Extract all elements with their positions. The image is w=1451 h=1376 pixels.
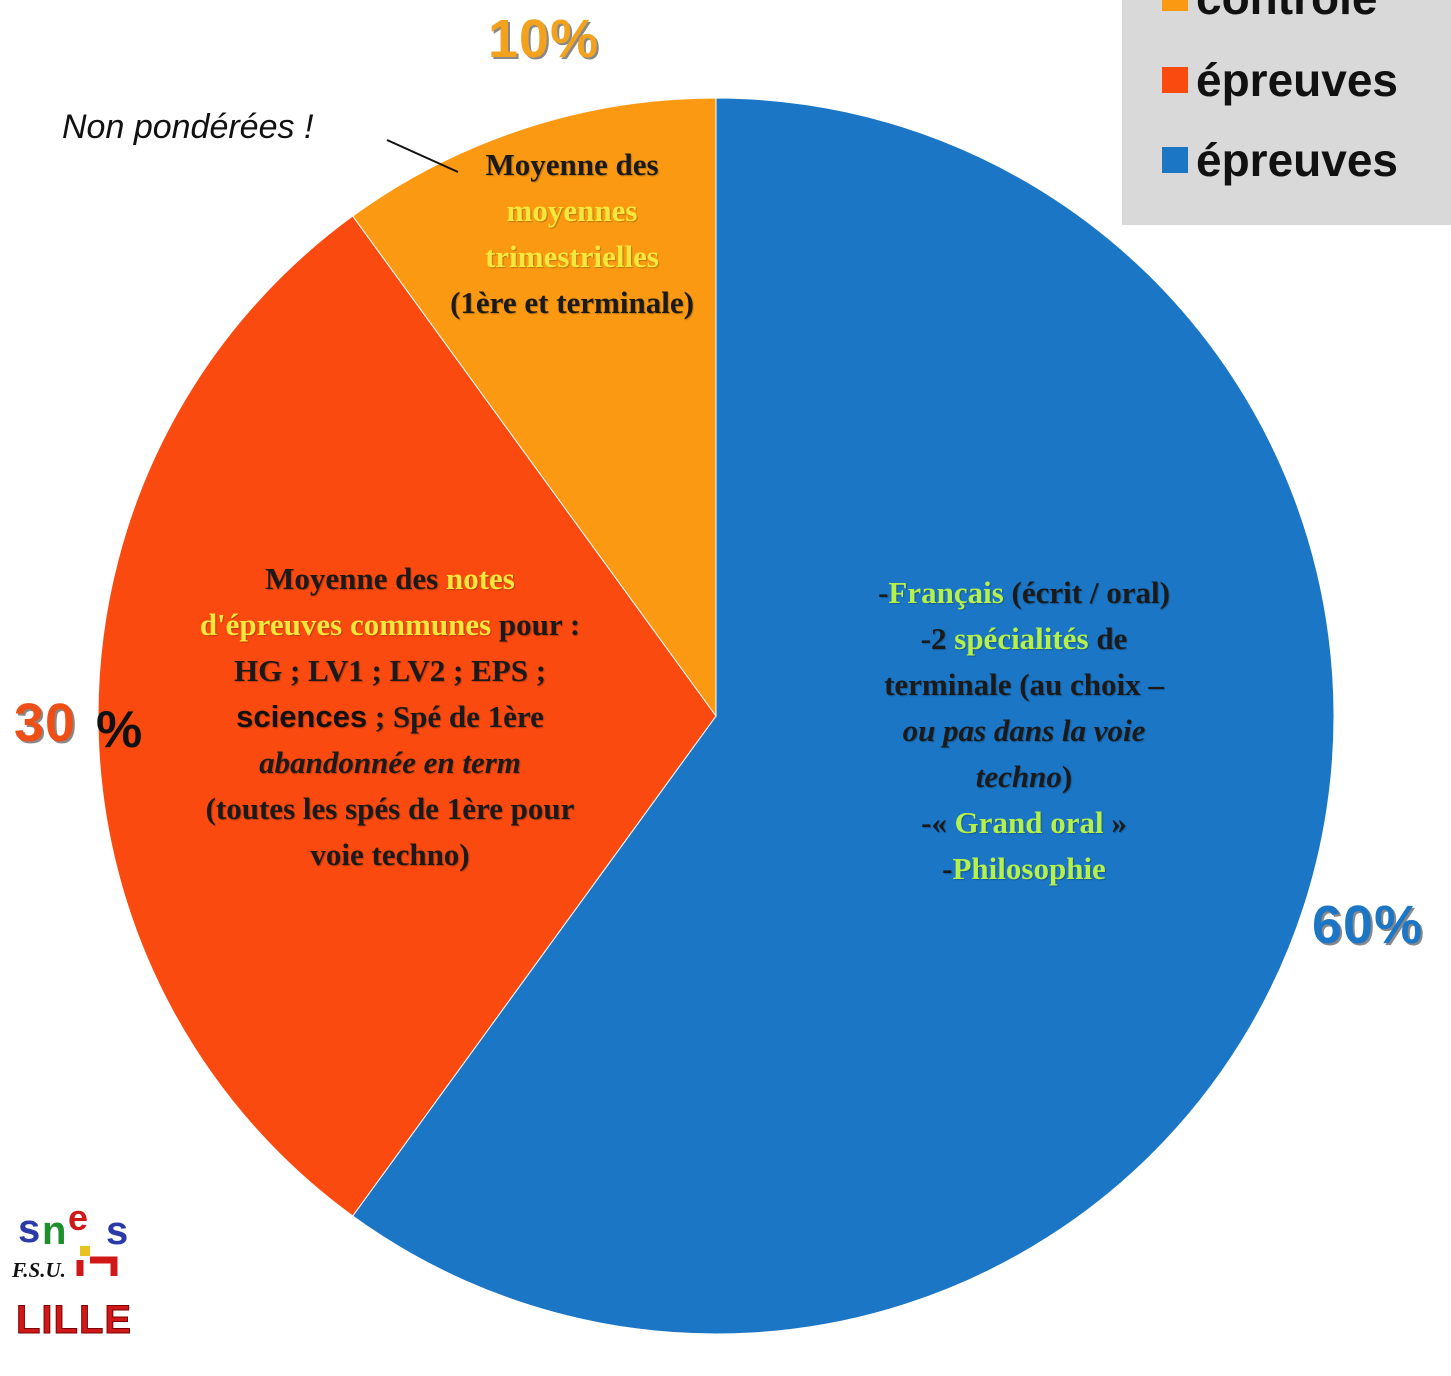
text-highlight: spécialités <box>954 621 1089 656</box>
text-span: Moyenne des <box>265 561 446 596</box>
slice-text-30: Moyenne des notes d'épreuves communes po… <box>140 556 640 878</box>
svg-text:s: s <box>18 1207 40 1251</box>
annotation-non-ponderees: Non pondérées ! <box>62 108 314 146</box>
text-line: -Français (écrit / oral) <box>814 570 1234 616</box>
text-highlight: d'épreuves communes <box>199 607 492 642</box>
pie-slice-30 <box>97 215 717 1217</box>
text-highlight: Grand oral <box>954 805 1104 840</box>
legend-swatch-orange <box>1162 0 1188 11</box>
text-line: -« Grand oral » <box>814 800 1234 846</box>
pct-label-30: 30 <box>14 693 77 753</box>
legend: contrôle épreuves épreuves <box>1122 0 1451 225</box>
text-line: HG ; LV1 ; LV2 ; EPS ; <box>233 653 547 688</box>
text-span: -« <box>921 805 955 840</box>
text-line: abandonnée en term <box>259 745 521 780</box>
text-span: pour : <box>491 607 581 642</box>
text-line: moyennes <box>506 193 638 228</box>
text-span: -2 <box>920 621 955 656</box>
text-highlight: Philosophie <box>952 851 1106 886</box>
text-line: Moyenne des notes <box>140 556 640 602</box>
text-span: ; Spé de 1ère <box>367 699 544 734</box>
legend-item-epreuves-finales: épreuves <box>1162 130 1398 190</box>
text-span: (écrit / oral) <box>1003 575 1170 610</box>
note-leader-line <box>386 139 459 173</box>
legend-swatch-blue <box>1162 147 1188 173</box>
text-line: voie techno) <box>310 837 470 872</box>
pct-label-60: 60% <box>1312 894 1423 956</box>
text-span: ) <box>1061 759 1073 794</box>
text-line: -2 spécialités de <box>814 616 1234 662</box>
text-line: (toutes les spés de 1ère pour <box>205 791 575 826</box>
snes-logo-mark: s n e s <box>18 1202 128 1276</box>
slice-text-60: -Français (écrit / oral) -2 spécialités … <box>814 570 1234 892</box>
snes-fsu-lille-logo: s n e s F.S.U. LILLE <box>0 1196 160 1368</box>
text-line: terminale (au choix – <box>884 667 1164 702</box>
text-span: - <box>878 575 889 610</box>
text-line: (1ère et terminale) <box>450 285 694 320</box>
legend-label: épreuves <box>1196 134 1399 186</box>
text-highlight: notes <box>445 561 515 596</box>
legend-label: contrôle <box>1196 0 1377 25</box>
text-line: ou pas dans la voie <box>902 713 1146 748</box>
svg-text:n: n <box>42 1209 66 1253</box>
text-line: -Philosophie <box>814 846 1234 892</box>
pct-value-60: 60 <box>1312 895 1375 955</box>
text-span: techno <box>975 759 1062 794</box>
text-span: - <box>942 851 953 886</box>
pct-sign-60: % <box>1374 895 1424 955</box>
pie-slice-10 <box>352 97 717 718</box>
legend-item-epreuves-communes: épreuves <box>1162 50 1398 110</box>
logo-org: F.S.U. <box>12 1258 66 1282</box>
legend-label: épreuves <box>1196 54 1399 106</box>
legend-item-controle: contrôle <box>1162 0 1377 28</box>
text-span: » <box>1103 805 1127 840</box>
text-line: trimestrielles <box>485 239 659 274</box>
pct-label-10: 10% <box>488 9 600 69</box>
slice-text-10: Moyenne des moyennes trimestrielles (1èr… <box>412 142 732 326</box>
logo-city: LILLE <box>15 1298 133 1343</box>
pct-sign-30: % <box>96 701 143 759</box>
legend-swatch-red <box>1162 67 1188 93</box>
text-sciences: sciences <box>236 699 368 734</box>
svg-text:e: e <box>68 1202 88 1238</box>
text-line: sciences ; Spé de 1ère <box>140 694 640 740</box>
svg-text:s: s <box>106 1209 128 1253</box>
text-line: Moyenne des <box>485 147 659 182</box>
text-span: de <box>1088 621 1128 656</box>
text-line: d'épreuves communes pour : <box>140 602 640 648</box>
text-line: techno) <box>814 754 1234 800</box>
text-highlight: Français <box>888 575 1004 610</box>
pie-slice-60 <box>352 97 1335 1335</box>
